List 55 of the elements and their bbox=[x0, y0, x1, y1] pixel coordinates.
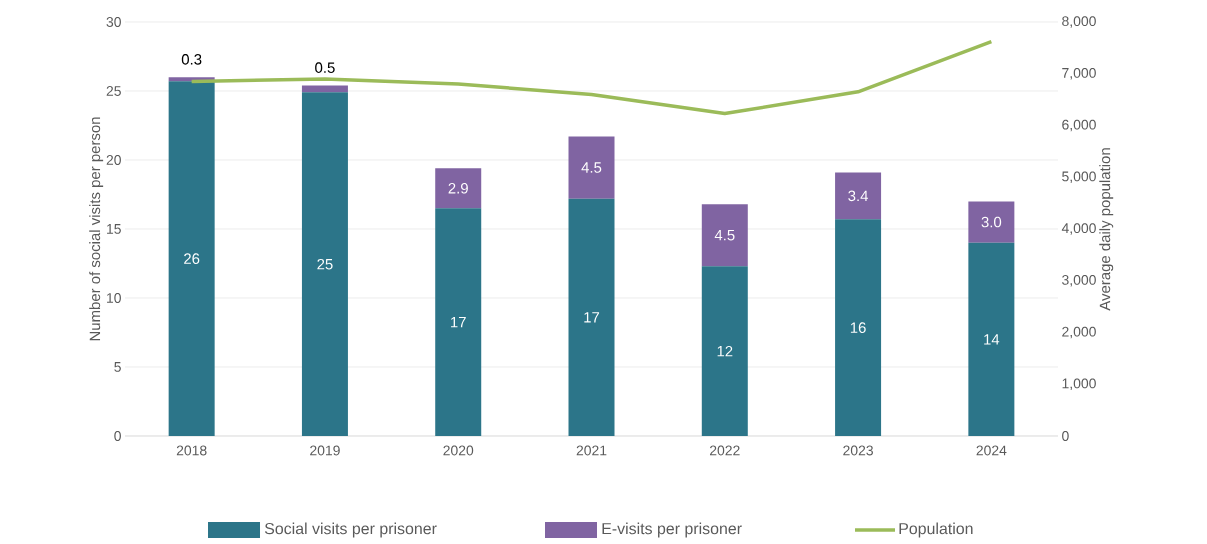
data-label: 4.5 bbox=[714, 229, 735, 241]
bar bbox=[701, 266, 748, 436]
x-tick-label: 2022 bbox=[709, 445, 740, 456]
x-tick-label: 2021 bbox=[576, 445, 607, 456]
y-tick-label: 25 bbox=[106, 86, 121, 96]
y2-tick-label: 7,000 bbox=[1062, 67, 1096, 80]
y2-axis-title: Average daily population bbox=[1099, 148, 1114, 311]
data-label: 12 bbox=[717, 345, 733, 357]
bar bbox=[835, 219, 882, 436]
x-tick-label: 2019 bbox=[310, 445, 340, 456]
data-label: 26 bbox=[184, 253, 200, 264]
bar bbox=[568, 136, 615, 199]
bar bbox=[968, 201, 1015, 243]
x-tick-label: 2018 bbox=[176, 445, 207, 456]
bar bbox=[435, 208, 482, 436]
y-tick-label: 10 bbox=[107, 293, 121, 303]
data-label: 16 bbox=[850, 322, 866, 333]
data-label: 17 bbox=[451, 317, 466, 328]
data-label: 0.5 bbox=[315, 62, 335, 73]
y-tick-label: 30 bbox=[106, 17, 121, 27]
y-tick-label: 0 bbox=[114, 431, 121, 441]
legend-label: Social visits per prisoner bbox=[264, 522, 437, 538]
bar bbox=[168, 81, 215, 436]
data-label: 3.0 bbox=[981, 216, 1002, 228]
y-axis-title: Number of social visits per person bbox=[89, 117, 104, 341]
bar bbox=[835, 172, 882, 220]
bar bbox=[701, 204, 748, 267]
x-tick-label: 2024 bbox=[976, 445, 1007, 456]
data-label: 0.3 bbox=[181, 54, 202, 65]
y2-tick-label: 2,000 bbox=[1062, 326, 1096, 339]
y2-tick-label: 8,000 bbox=[1062, 16, 1096, 28]
data-label: 17 bbox=[584, 312, 600, 323]
bar bbox=[301, 92, 348, 436]
y2-tick-label: 0 bbox=[1062, 431, 1069, 441]
y2-tick-label: 1,000 bbox=[1062, 378, 1096, 390]
y-tick-label: 15 bbox=[107, 224, 121, 234]
legend-label: E-visits per prisoner bbox=[602, 522, 742, 538]
legend-label: Population bbox=[899, 522, 973, 538]
y-tick-label: 20 bbox=[106, 155, 121, 165]
y2-tick-label: 5,000 bbox=[1062, 171, 1096, 183]
data-label: 25 bbox=[317, 258, 333, 270]
bar bbox=[568, 198, 615, 436]
y-tick-label: 5 bbox=[114, 362, 121, 372]
x-tick-label: 2020 bbox=[443, 445, 474, 456]
data-label: 2.9 bbox=[448, 182, 468, 194]
data-label: 14 bbox=[984, 334, 1000, 345]
bar bbox=[435, 168, 482, 209]
data-label: 4.5 bbox=[581, 162, 602, 173]
bar bbox=[968, 242, 1015, 436]
y2-tick-label: 3,000 bbox=[1062, 274, 1096, 287]
bar bbox=[301, 85, 348, 93]
data-label: 3.4 bbox=[848, 190, 869, 202]
y2-tick-label: 4,000 bbox=[1061, 223, 1096, 235]
x-tick-label: 2023 bbox=[843, 445, 873, 456]
y2-tick-label: 6,000 bbox=[1062, 119, 1096, 132]
